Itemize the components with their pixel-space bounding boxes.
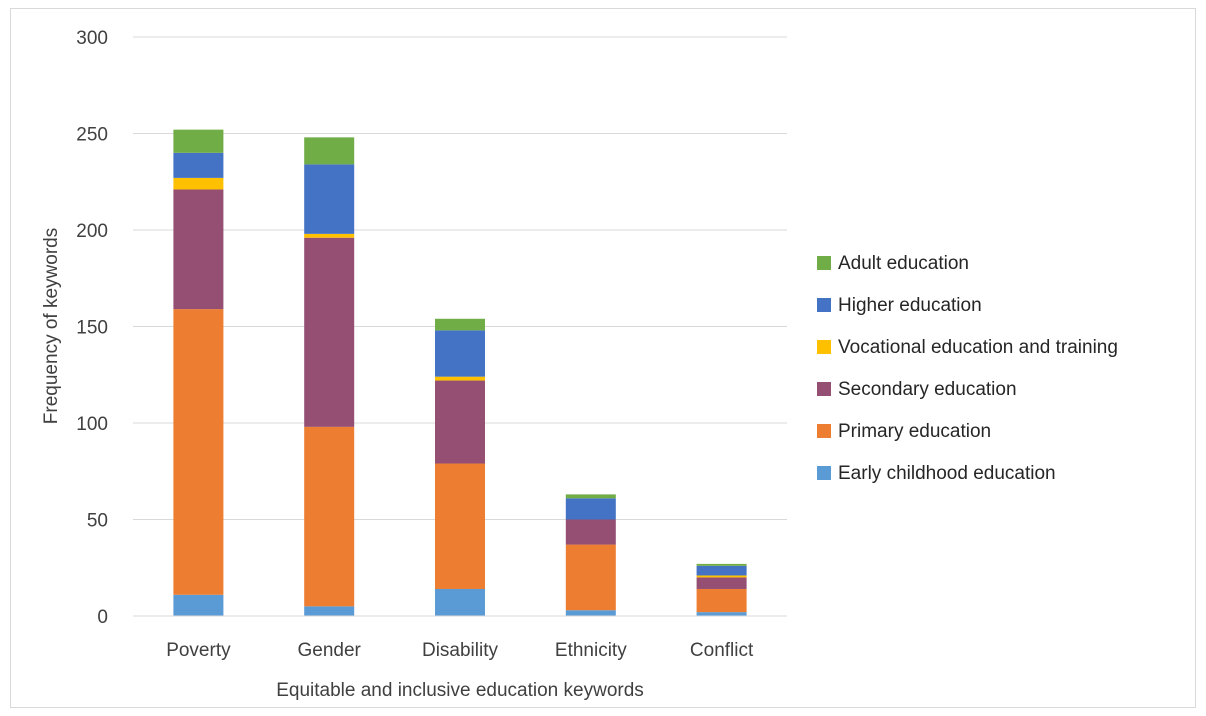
bar-segment xyxy=(696,565,747,576)
bars xyxy=(173,129,747,616)
y-tick-label: 0 xyxy=(97,607,108,628)
legend-swatch xyxy=(817,424,831,438)
bar-segment xyxy=(565,494,616,499)
bar-segment xyxy=(435,588,485,616)
bar-segment xyxy=(173,177,224,190)
legend-swatch xyxy=(817,382,831,396)
x-axis-title: Equitable and inclusive education keywor… xyxy=(276,680,644,701)
bar-segment xyxy=(304,426,355,607)
bar-segment xyxy=(173,189,224,310)
bar-segment xyxy=(696,588,747,613)
x-tick-label: Gender xyxy=(298,640,362,661)
x-tick-label: Conflict xyxy=(690,640,754,661)
y-tick-label: 250 xyxy=(76,125,108,146)
x-tick-label: Poverty xyxy=(166,640,231,661)
legend-label: Higher education xyxy=(838,295,982,316)
y-axis-ticks: 0 50 100 150 200 250 300 xyxy=(76,28,108,628)
bar-segment xyxy=(173,309,224,595)
bar-segment xyxy=(173,129,224,153)
bar-segment xyxy=(435,318,485,331)
y-tick-label: 300 xyxy=(76,28,108,49)
bar-segment xyxy=(435,463,485,589)
x-tick-label: Disability xyxy=(422,640,499,661)
bar-segment xyxy=(696,577,747,589)
legend-label: Adult education xyxy=(838,253,969,274)
x-tick-label: Ethnicity xyxy=(555,640,627,661)
y-tick-label: 100 xyxy=(76,414,108,435)
bar-segment xyxy=(304,237,355,427)
bar-segment xyxy=(435,380,485,464)
bar-segment xyxy=(435,330,485,377)
bar-segment xyxy=(565,519,616,545)
y-tick-label: 50 xyxy=(87,511,108,532)
legend-swatch xyxy=(817,466,831,480)
bar-segment xyxy=(173,152,224,178)
bar-segment xyxy=(435,376,485,381)
x-axis-ticks: Poverty Gender Disability Ethnicity Conflict xyxy=(166,640,754,661)
y-tick-label: 150 xyxy=(76,318,108,339)
bar-segment xyxy=(304,137,355,165)
bar-segment xyxy=(696,575,747,578)
legend-label: Early childhood education xyxy=(838,463,1056,484)
legend: Adult education Higher education Vocationa… xyxy=(817,253,1118,484)
bar-segment xyxy=(173,594,224,616)
bar-segment xyxy=(304,606,355,616)
legend-swatch xyxy=(817,340,831,354)
bar-segment xyxy=(565,498,616,520)
bar-segment xyxy=(696,612,747,616)
legend-swatch xyxy=(817,256,831,270)
bar-segment xyxy=(304,164,355,234)
legend-swatch xyxy=(817,298,831,312)
legend-label: Primary education xyxy=(838,421,991,442)
bar-segment xyxy=(304,233,355,238)
y-axis-title: Frequency of keywords xyxy=(41,228,62,424)
legend-label: Vocational education and training xyxy=(838,337,1118,358)
gridlines xyxy=(133,36,787,520)
legend-label: Secondary education xyxy=(838,379,1017,400)
bar-segment xyxy=(565,544,616,611)
bar-segment xyxy=(696,563,747,566)
y-tick-label: 200 xyxy=(76,221,108,242)
bar-segment xyxy=(565,610,616,616)
